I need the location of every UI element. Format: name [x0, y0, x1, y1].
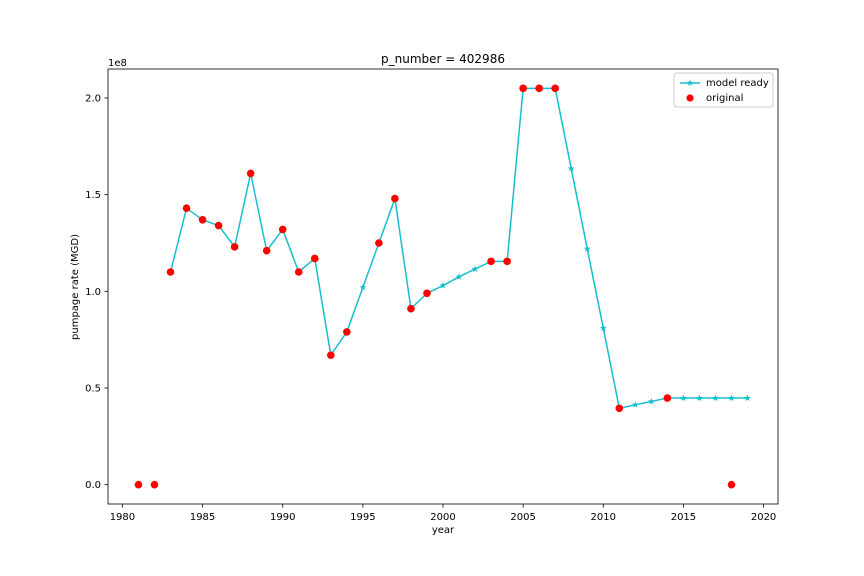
x-tick-label: 2000: [430, 512, 455, 523]
original-point: [487, 257, 495, 266]
y-axis-label: pumpage rate (MGD): [70, 234, 81, 340]
model-ready-point: [583, 245, 591, 252]
original-point: [230, 243, 239, 251]
original-point: [150, 480, 159, 489]
original-point: [294, 268, 303, 276]
original-point: [327, 351, 335, 359]
original-point: [615, 404, 624, 413]
original-point: [423, 289, 431, 298]
model-ready-point: [712, 394, 719, 401]
plot-area: [134, 84, 751, 489]
y-tick-label: 2.0: [85, 94, 101, 105]
legend-circle-icon: [686, 94, 694, 102]
model-ready-point: [567, 164, 575, 172]
model-ready-point: [680, 394, 687, 401]
original-point: [343, 328, 351, 336]
legend-star-icon: [686, 79, 694, 86]
x-tick-label: 2010: [591, 512, 616, 523]
original-point: [391, 194, 399, 203]
model-ready-point: [359, 283, 367, 291]
x-tick-label: 2020: [751, 512, 776, 523]
model-ready-point: [631, 401, 639, 408]
model-ready-point: [439, 281, 447, 289]
y-offset-label: 1e8: [108, 58, 127, 69]
legend-frame: [673, 72, 774, 108]
original-point: [503, 257, 511, 266]
original-point: [182, 204, 191, 212]
original-point: [198, 216, 207, 224]
x-tick-label: 1995: [350, 512, 375, 523]
y-tick-label: 1.5: [85, 190, 101, 201]
x-tick-label: 1985: [190, 512, 215, 523]
original-point: [246, 169, 255, 178]
original-point: [310, 254, 319, 263]
legend-label-model-ready: model ready: [706, 78, 769, 89]
model-ready-point: [647, 397, 655, 405]
y-tick-label: 0.0: [85, 480, 101, 491]
original-point: [262, 246, 271, 255]
x-tick-label: 2005: [510, 512, 535, 523]
model-ready-point: [471, 265, 479, 273]
original-point: [375, 239, 383, 247]
model-ready-point: [455, 273, 463, 280]
original-point: [551, 84, 559, 93]
original-point: [407, 304, 415, 313]
model-ready-point: [599, 324, 607, 331]
axes: 1980 1985 1990 1995 2000 2005 2010 2015 2020 0.0 0…: [85, 68, 779, 523]
original-point: [166, 268, 175, 276]
legend-label-original: original: [706, 93, 743, 104]
x-tick-label: 1980: [110, 512, 135, 523]
original-point: [134, 480, 143, 489]
x-tick-label: 1990: [270, 512, 295, 523]
chart-title: p_number = 402986: [381, 52, 505, 66]
x-tick-label: 2015: [671, 512, 696, 523]
model-ready-point: [744, 394, 751, 401]
model-ready-point: [696, 394, 703, 401]
y-tick-label: 1.0: [85, 287, 101, 298]
x-axis-label: year: [432, 525, 455, 536]
original-point: [663, 394, 672, 402]
legend: model ready original: [673, 72, 774, 108]
original-point: [519, 84, 527, 93]
original-point: [727, 480, 736, 489]
original-point: [214, 221, 223, 230]
y-tick-label: 0.5: [85, 384, 101, 395]
model-ready-point: [728, 394, 735, 401]
original-point: [535, 84, 543, 93]
original-point: [278, 225, 287, 234]
